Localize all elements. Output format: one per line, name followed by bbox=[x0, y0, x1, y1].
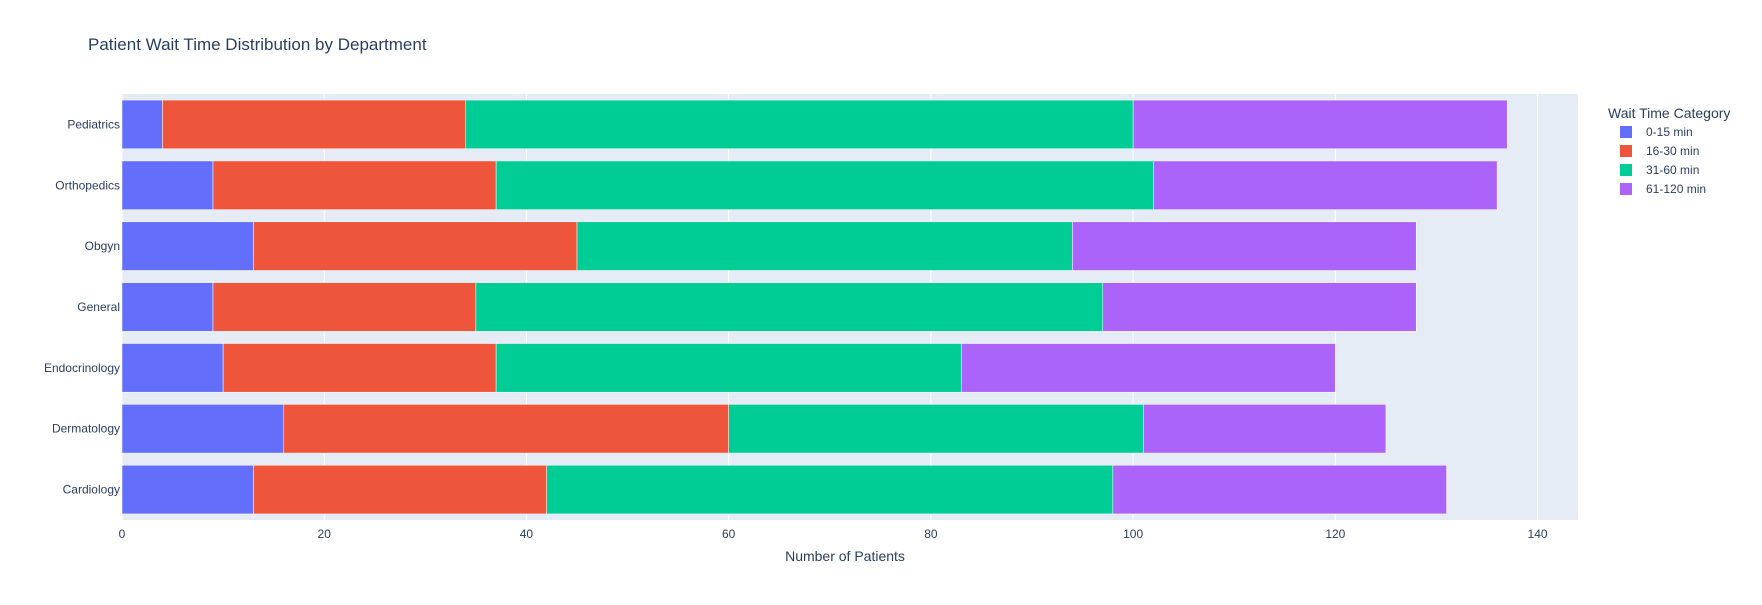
bar-pediatrics-0-15-min bbox=[121, 99, 163, 150]
legend-swatch-31-60-min bbox=[1620, 164, 1632, 176]
y-tick-label-pediatrics: Pediatrics bbox=[67, 117, 120, 131]
legend-title: Wait Time Category bbox=[1608, 105, 1730, 121]
x-tick-label-80: 80 bbox=[924, 527, 938, 541]
legend-swatch-16-30-min bbox=[1620, 145, 1632, 157]
y-tick-label-endocrinology: Endocrinology bbox=[44, 361, 120, 375]
y-tick-label-general: General bbox=[77, 300, 120, 314]
bar-orthopedics-0-15-min bbox=[121, 160, 214, 210]
x-tick-label-0: 0 bbox=[119, 527, 126, 541]
x-tick-label-100: 100 bbox=[1123, 527, 1143, 541]
bar-orthopedics-31-60-min bbox=[495, 160, 1154, 210]
bar-pediatrics-31-60-min bbox=[465, 99, 1134, 150]
y-tick-label-orthopedics: Orthopedics bbox=[55, 178, 120, 192]
y-axis-ticks: Cardiology Dermatology Endocrinology Genera… bbox=[44, 117, 120, 496]
bar-obgyn-16-30-min bbox=[253, 221, 578, 271]
bar-endocrinology-16-30-min bbox=[222, 343, 497, 393]
bar-dermatology-31-60-min bbox=[728, 404, 1144, 454]
bar-endocrinology-0-15-min bbox=[121, 343, 224, 393]
x-tick-label-120: 120 bbox=[1325, 527, 1345, 541]
bar-cardiology-31-60-min bbox=[546, 464, 1114, 515]
x-tick-label-20: 20 bbox=[318, 527, 332, 541]
legend-label-61-120-min: 61-120 min bbox=[1646, 182, 1706, 196]
bar-dermatology-61-120-min bbox=[1142, 404, 1387, 454]
x-tick-label-40: 40 bbox=[520, 527, 534, 541]
bar-endocrinology-31-60-min bbox=[495, 343, 962, 393]
bar-general-31-60-min bbox=[475, 282, 1104, 332]
bar-orthopedics-16-30-min bbox=[212, 160, 497, 210]
bar-cardiology-61-120-min bbox=[1112, 464, 1447, 515]
x-tick-label-140: 140 bbox=[1528, 527, 1548, 541]
bar-dermatology-16-30-min bbox=[283, 404, 729, 454]
legend-label-0-15-min: 0-15 min bbox=[1646, 125, 1693, 139]
bar-general-61-120-min bbox=[1102, 282, 1417, 332]
bar-orthopedics-61-120-min bbox=[1153, 160, 1498, 210]
legend-label-16-30-min: 16-30 min bbox=[1646, 144, 1699, 158]
bar-obgyn-0-15-min bbox=[121, 221, 254, 271]
bar-obgyn-61-120-min bbox=[1072, 221, 1417, 271]
y-tick-label-obgyn: Obgyn bbox=[85, 239, 120, 253]
y-tick-label-dermatology: Dermatology bbox=[52, 422, 120, 436]
legend-swatch-0-15-min bbox=[1620, 126, 1632, 138]
legend-swatch-61-120-min bbox=[1620, 183, 1632, 195]
bar-cardiology-16-30-min bbox=[253, 464, 547, 515]
bar-pediatrics-16-30-min bbox=[162, 99, 467, 150]
bar-dermatology-0-15-min bbox=[121, 404, 285, 454]
x-tick-label-60: 60 bbox=[722, 527, 736, 541]
bar-cardiology-0-15-min bbox=[121, 464, 254, 515]
y-tick-label-cardiology: Cardiology bbox=[63, 483, 120, 497]
x-axis-title: Number of Patients bbox=[785, 548, 905, 564]
bar-general-16-30-min bbox=[212, 282, 477, 332]
legend: Wait Time Category 0-15 min 16-30 min 31-6… bbox=[1608, 105, 1730, 196]
bar-endocrinology-61-120-min bbox=[960, 343, 1336, 393]
chart-title: Patient Wait Time Distribution by Depart… bbox=[88, 35, 427, 54]
x-axis-ticks: 0 20 40 60 80 100 120 140 bbox=[119, 527, 1548, 541]
legend-label-31-60-min: 31-60 min bbox=[1646, 163, 1699, 177]
bar-pediatrics-61-120-min bbox=[1132, 99, 1508, 150]
bars bbox=[121, 99, 1508, 515]
bar-obgyn-31-60-min bbox=[576, 221, 1073, 271]
bar-general-0-15-min bbox=[121, 282, 214, 332]
